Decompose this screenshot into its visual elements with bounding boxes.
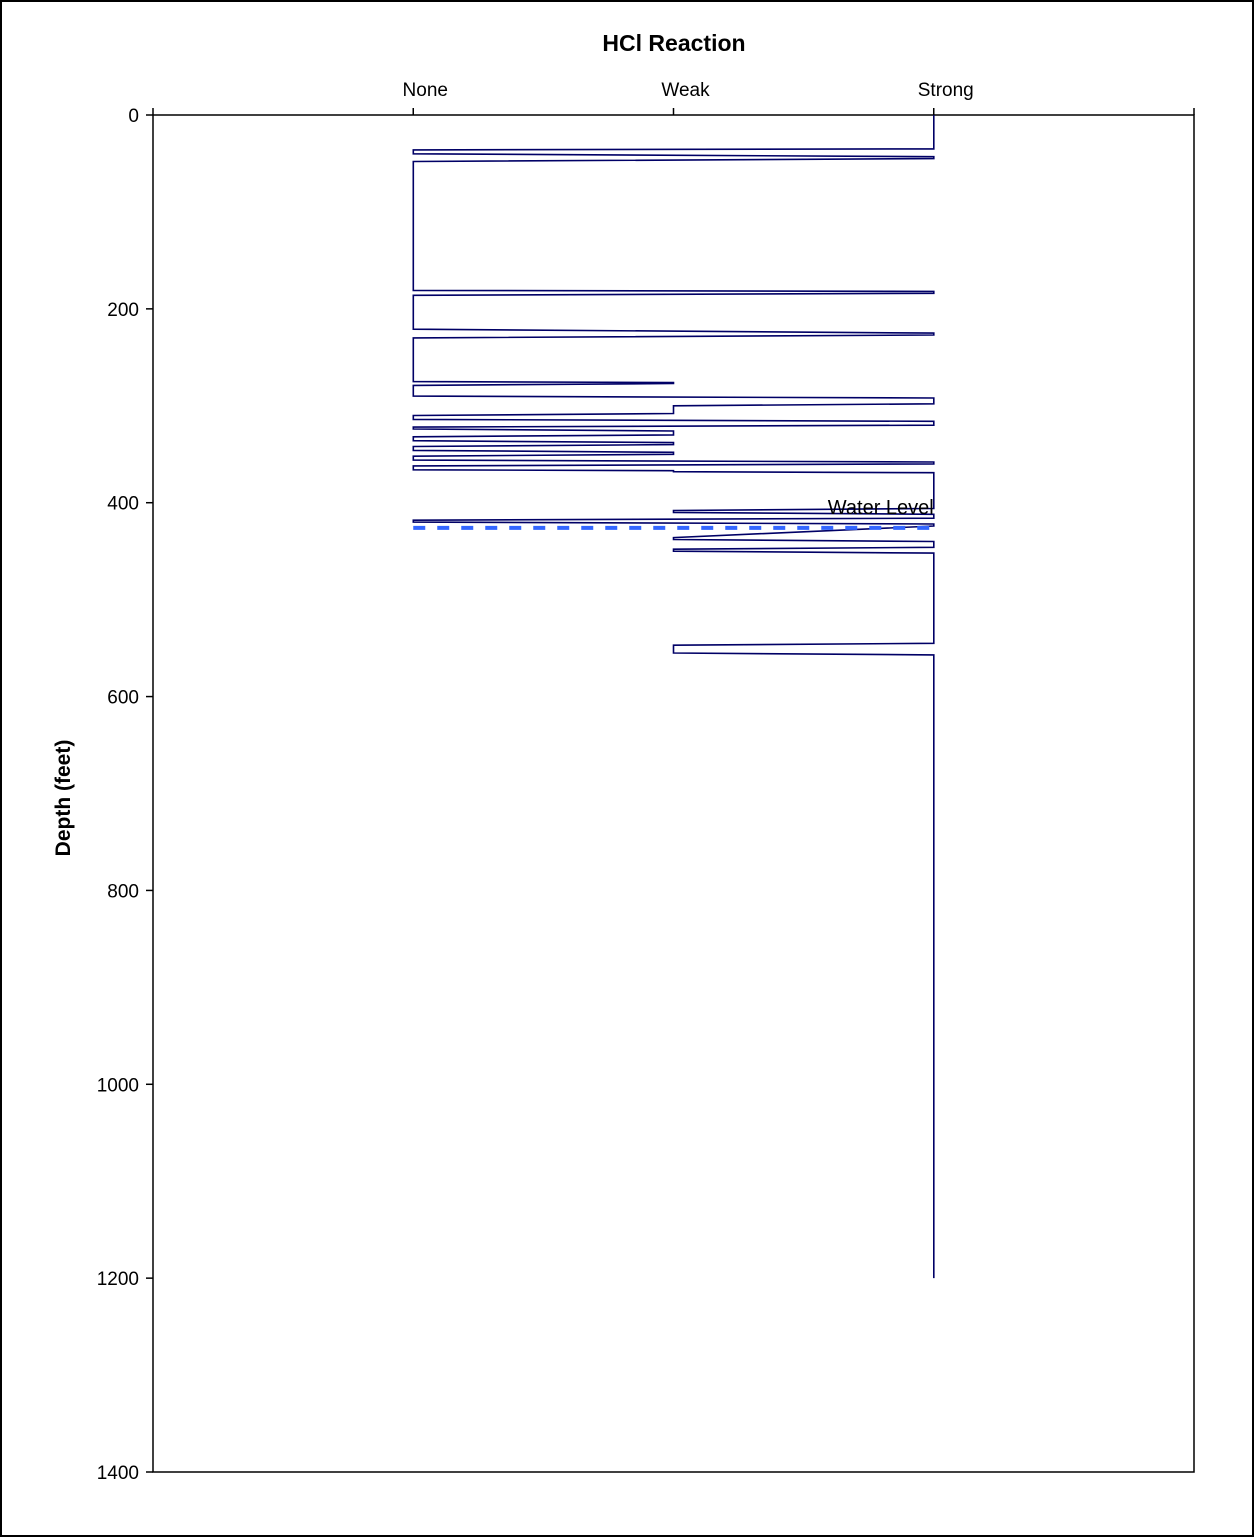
x-tick-label: Strong: [918, 80, 974, 101]
chart-title: HCl Reaction: [602, 30, 745, 56]
y-tick-label: 1400: [97, 1463, 139, 1484]
series-line: [412, 115, 935, 1279]
y-tick-label: 600: [107, 688, 139, 709]
x-tick-label: Weak: [661, 80, 710, 101]
y-tick-label: 1000: [97, 1075, 139, 1096]
y-tick-label: 0: [128, 106, 139, 127]
y-axis-title: Depth (feet): [52, 740, 75, 857]
y-tick-label: 200: [107, 300, 139, 321]
plot-area: [152, 114, 1195, 1473]
y-tick-label: 400: [107, 494, 139, 515]
y-tick-label: 800: [107, 881, 139, 902]
x-tick-label: None: [403, 80, 448, 101]
y-tick-label: 1200: [97, 1269, 139, 1290]
water-level-label: Water Level: [828, 497, 934, 519]
